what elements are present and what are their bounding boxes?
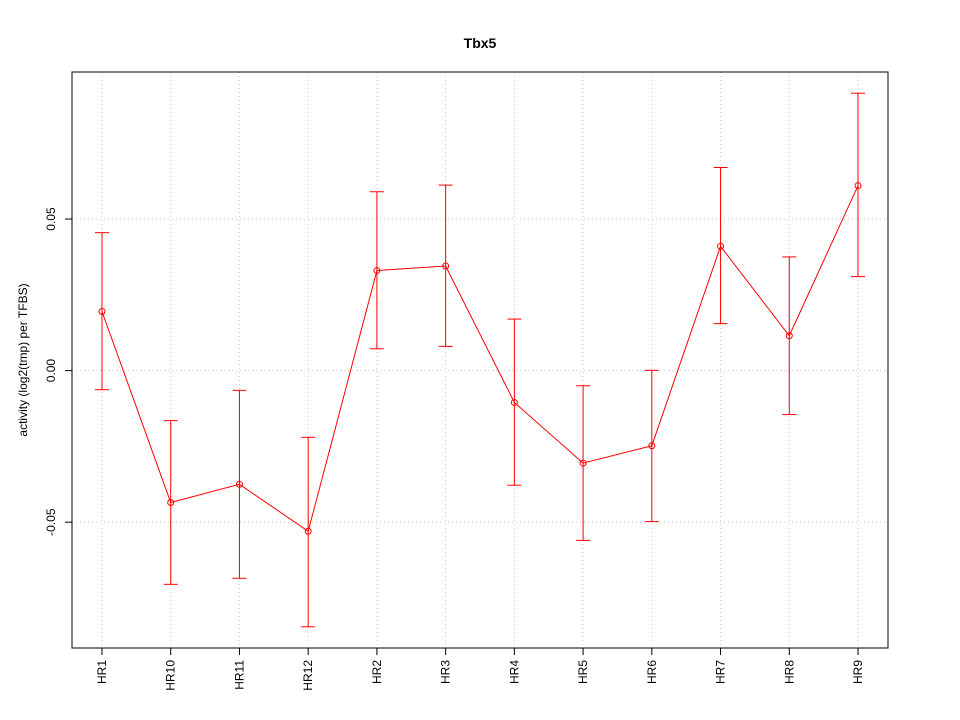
x-tick-label: HR6 bbox=[645, 660, 659, 684]
y-tick-label: 0.00 bbox=[44, 359, 58, 383]
x-tick-label: HR1 bbox=[95, 660, 109, 684]
data-point bbox=[648, 442, 656, 450]
axes: HR1 HR10 HR11 HR12 HR2 HR3 HR4 HR5 HR6 HR7 HR8 HR9 -… bbox=[44, 207, 865, 691]
data-point bbox=[98, 307, 106, 315]
x-tick-label: HR8 bbox=[782, 660, 796, 684]
x-tick-label: HR4 bbox=[507, 660, 521, 684]
data-series bbox=[95, 92, 865, 628]
x-tick-label: HR5 bbox=[576, 660, 590, 684]
y-tick-label: 0.05 bbox=[44, 207, 58, 231]
data-point bbox=[579, 459, 587, 467]
data-point bbox=[167, 498, 175, 506]
x-tick-label: HR2 bbox=[370, 660, 384, 684]
x-tick-label: HR7 bbox=[714, 660, 728, 684]
data-point bbox=[854, 182, 862, 190]
x-tick-label: HR3 bbox=[439, 660, 453, 684]
x-tick-label: HR11 bbox=[232, 660, 246, 690]
grid bbox=[72, 72, 888, 648]
x-tick-label: HR9 bbox=[851, 660, 865, 684]
x-tick-label: HR12 bbox=[301, 660, 315, 691]
y-tick-label: -0.05 bbox=[44, 508, 58, 536]
data-point bbox=[442, 262, 450, 270]
data-point bbox=[304, 527, 312, 535]
y-axis-label: activity (log2(tmp) per TFBS) bbox=[16, 283, 30, 436]
plot-frame bbox=[71, 71, 889, 649]
data-point bbox=[785, 332, 793, 340]
data-point bbox=[373, 267, 381, 275]
series-line bbox=[101, 185, 859, 533]
data-point bbox=[717, 242, 725, 250]
data-point bbox=[510, 398, 518, 406]
chart-title: Tbx5 bbox=[464, 35, 497, 51]
x-tick-label: HR10 bbox=[164, 660, 178, 691]
data-point bbox=[235, 480, 243, 488]
